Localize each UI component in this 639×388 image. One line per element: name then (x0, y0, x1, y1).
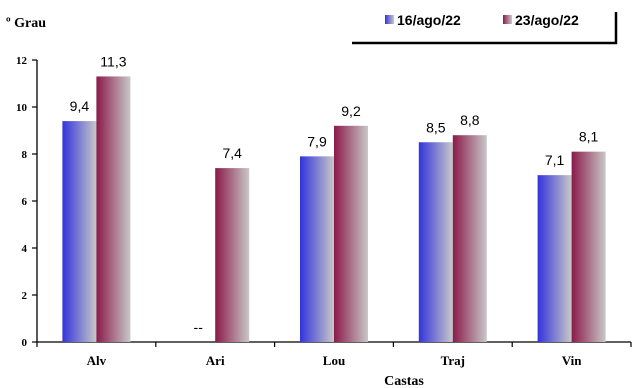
bar-alv-series-2 (96, 76, 131, 342)
data-label: 8,8 (460, 112, 480, 128)
legend-label-series-1: 16/ago/22 (397, 12, 461, 28)
x-tick-label: Vin (562, 353, 583, 368)
bar-traj-series-1 (418, 142, 453, 342)
y-axis-title: º Grau (6, 16, 46, 31)
bar-traj-series-2 (452, 135, 487, 342)
data-label-missing: -- (194, 319, 204, 335)
bar-labels: 9,4 11,3 -- 7,4 7,9 9,2 8,5 8,8 7,1 8,1 (70, 53, 599, 335)
x-tick-label: Alv (87, 353, 107, 368)
data-label: 7,9 (307, 133, 327, 149)
y-ticks: 0 2 4 6 8 10 12 (16, 55, 37, 349)
legend-label-series-2: 23/ago/22 (515, 12, 579, 28)
data-label: 9,4 (70, 98, 90, 114)
x-tick-label: Ari (206, 353, 225, 368)
data-label: 8,1 (579, 129, 599, 145)
bar-ari-series-2 (215, 168, 250, 342)
bar-vin-series-2 (571, 151, 606, 342)
x-axis-title: Castas (384, 374, 424, 388)
legend-swatch-series-1 (385, 15, 394, 24)
bars (62, 76, 606, 342)
x-ticks: Alv Ari Lou Traj Vin (36, 342, 632, 368)
y-tick-label: 6 (22, 196, 28, 208)
x-tick-label: Lou (323, 353, 345, 368)
data-label: 7,4 (222, 145, 242, 161)
data-label: 9,2 (341, 103, 361, 119)
bar-lou-series-1 (300, 156, 334, 342)
legend: 16/ago/22 23/ago/22 (352, 12, 618, 45)
bar-lou-series-2 (334, 125, 368, 342)
x-tick-label: Traj (441, 353, 465, 368)
bar-vin-series-1 (537, 175, 572, 342)
y-tick-label: 2 (22, 290, 28, 302)
legend-frame (352, 12, 618, 45)
y-tick-label: 8 (22, 149, 28, 161)
y-tick-label: 12 (16, 55, 28, 67)
y-tick-label: 10 (16, 102, 28, 114)
y-tick-label: 4 (22, 243, 28, 255)
legend-swatch-series-2 (503, 15, 512, 24)
data-label: 7,1 (545, 152, 565, 168)
bar-alv-series-1 (62, 121, 97, 342)
data-label: 8,5 (426, 119, 446, 135)
data-label: 11,3 (100, 53, 126, 69)
y-tick-label: 0 (22, 337, 28, 349)
